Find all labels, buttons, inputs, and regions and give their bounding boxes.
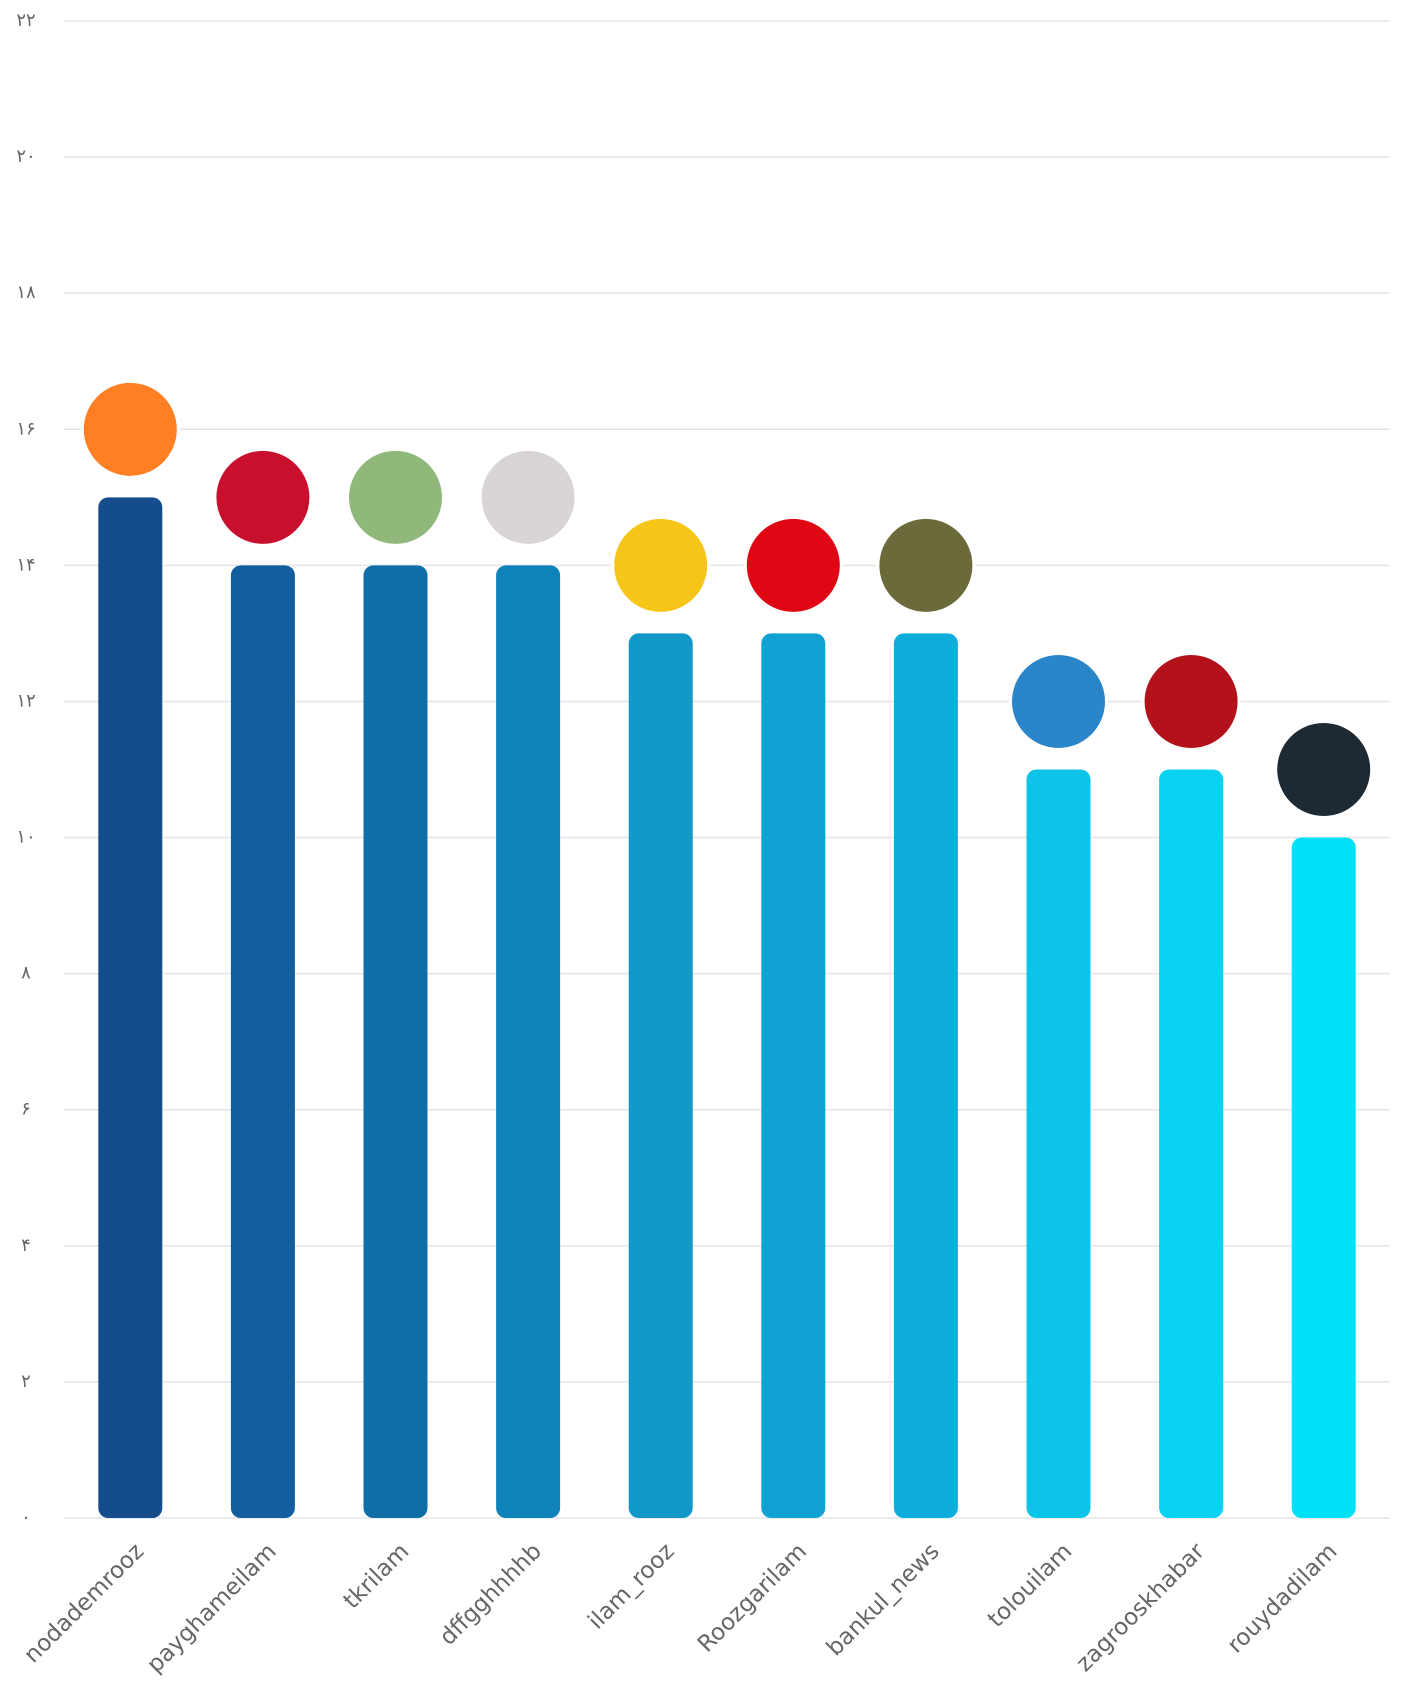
avatar <box>346 447 445 547</box>
avatar <box>80 379 180 479</box>
x-tick-label: ilam_rooz <box>583 1538 679 1634</box>
y-tick-label: ۱۴ <box>16 554 35 575</box>
avatar <box>478 447 578 547</box>
y-tick-label: ۶ <box>21 1099 31 1120</box>
y-tick-label: ۰ <box>21 1507 31 1528</box>
y-tick-label: ۱۲ <box>16 690 35 711</box>
x-tick-label: tkrilam <box>339 1538 415 1614</box>
x-tick-label: zagrooskhabar <box>1071 1538 1210 1677</box>
x-tick-label: dffgghhhhb <box>435 1538 547 1650</box>
avatar <box>1141 652 1241 751</box>
avatar <box>1009 652 1108 751</box>
bar <box>363 565 428 1518</box>
bar <box>98 497 163 1518</box>
x-tick-label: Roozgarilam <box>693 1538 812 1657</box>
y-tick-label: ۲۰ <box>16 146 35 167</box>
avatar <box>611 515 711 615</box>
bar <box>1291 837 1356 1518</box>
bar <box>628 633 693 1518</box>
y-tick-label: ۴ <box>21 1235 31 1256</box>
bar <box>761 633 826 1518</box>
x-tick-label: payghameilam <box>142 1538 282 1678</box>
bar <box>893 633 958 1518</box>
y-tick-label: ۲۲ <box>16 10 35 31</box>
y-tick-label: ۱۶ <box>16 418 35 439</box>
y-tick-label: ۲ <box>21 1371 31 1392</box>
avatar <box>213 447 313 547</box>
avatar <box>1274 720 1374 820</box>
bar <box>496 565 561 1518</box>
y-tick-label: ۱۸ <box>16 282 36 303</box>
x-tick-label: rouydadilam <box>1222 1538 1342 1658</box>
bar <box>1159 769 1224 1518</box>
avatar <box>876 515 976 615</box>
x-tick-label: bankul_news <box>822 1538 945 1661</box>
avatar <box>743 515 843 615</box>
x-tick-label: nodademrooz <box>19 1538 149 1668</box>
bar <box>1026 769 1091 1518</box>
y-tick-label: ۱۰ <box>16 827 35 848</box>
bar <box>230 565 295 1518</box>
y-tick-label: ۸ <box>21 963 31 984</box>
x-tick-label: tolouilam <box>983 1538 1077 1632</box>
